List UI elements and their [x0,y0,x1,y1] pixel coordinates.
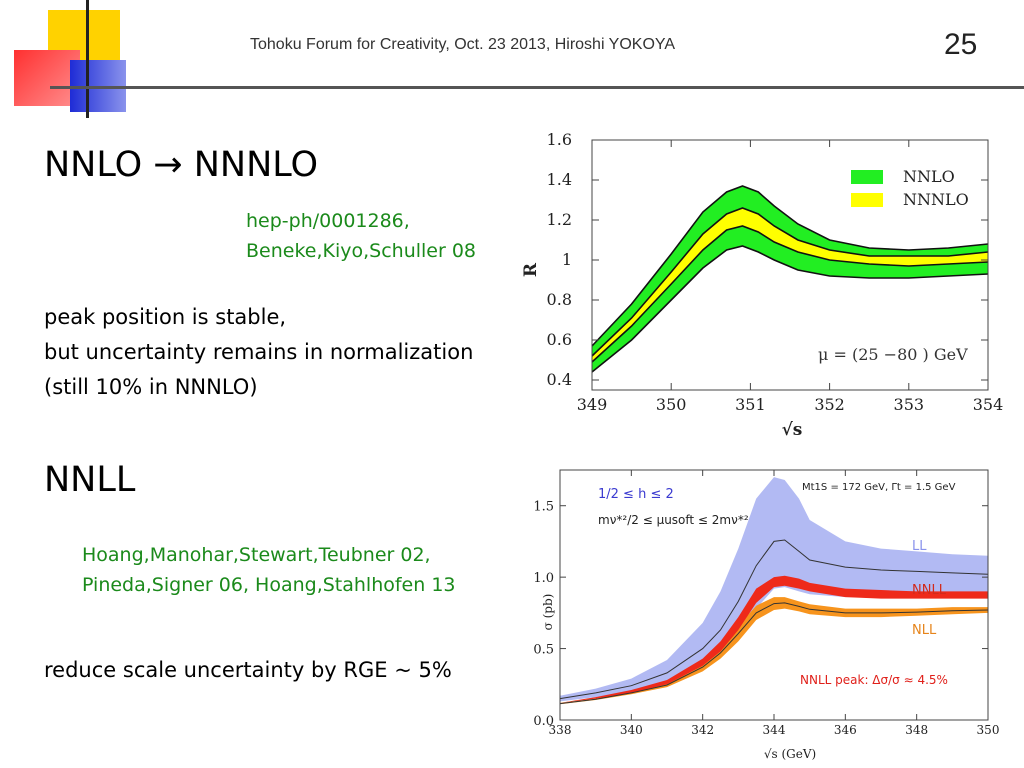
chart2-y-tick-label: 1.0 [533,571,554,586]
chart1-x-tick-label: 351 [735,395,766,414]
deco-vertical-line [86,0,89,118]
section1-body-line: but uncertainty remains in normalization [44,340,474,364]
section1-body-line: peak position is stable, [44,305,287,329]
page-number: 25 [944,28,978,61]
chart2-y-tick-label: 1.5 [533,500,554,515]
chart1-xlabel: √s [782,420,803,440]
band-nnlo [592,186,988,372]
chart1-y-tick-label: 1.2 [547,210,572,229]
chart2-x-tick-label: 348 [905,723,928,737]
section2-ref-line: Pineda,Signer 06, Hoang,Stahlhofen 13 [82,574,456,596]
chart2-annotation-h: 1/2 ≤ h ≤ 2 [598,487,674,502]
chart1-frame [591,139,989,391]
legend-label-nnnlo: NNNLO [903,190,969,209]
legend-label-nnlo: NNLO [903,167,955,186]
chart1-x-tick-label: 349 [577,395,608,414]
section1-body: peak position is stable, but uncertainty… [44,300,473,405]
chart1-x-tick-label: 353 [894,395,925,414]
chart2-frame [559,469,989,721]
chart2-x-tick-label: 342 [691,723,714,737]
band-nnll [560,575,988,703]
deco-red-square [14,50,80,106]
section1-body-line: (still 10% in NNNLO) [44,375,258,399]
section2-references: Hoang,Manohar,Stewart,Teubner 02, Pineda… [82,540,456,600]
chart1-y-tick-label: 0.8 [547,290,572,309]
section2-ref-line: Hoang,Manohar,Stewart,Teubner 02, [82,544,431,566]
chart1-x-tick-label: 354 [973,395,1004,414]
header-rule [50,86,1024,89]
chart1-annotation-mu: μ = (25 −80 ) GeV [818,345,968,364]
band-nnlo-lower-edge [591,245,989,373]
chart1-ylabel: R [521,262,541,277]
header-title: Tohoku Forum for Creativity, Oct. 23 201… [250,36,676,53]
chart1-y-tick-label: 1.6 [547,130,572,149]
chart2-x-tick-label: 344 [763,723,786,737]
chart2-x-tick-label: 346 [834,723,857,737]
chart2-annotation-mu: mν*²/2 ≤ μusoft ≤ 2mν*² [598,513,749,527]
chart2-x-tick-label: 340 [620,723,643,737]
chart1-y-tick-label: 0.6 [547,330,572,349]
chart1-y-tick-label: 1 [562,250,572,269]
chart2-x-tick-label: 350 [977,723,1000,737]
chart2-label-ll: LL [912,539,927,554]
band-nll [560,597,988,705]
chart2-y-tick-label: 0.5 [533,643,554,658]
band-ll [560,477,988,702]
chart2-x-tick-label: 338 [549,723,572,737]
band-nnnlo-lower-edge [591,225,989,363]
chart2-xlabel: √s (GeV) [764,747,816,761]
chart2-annotation-peak: NNLL peak: Δσ/σ ≈ 4.5% [800,673,948,687]
band-nnnlo [592,208,988,362]
section1-ref-line: Beneke,Kiyo,Schuller 08 [246,240,477,262]
section1-ref-line: hep-ph/0001286, [246,210,410,232]
chart2-label-nll: NLL [912,623,937,638]
ll-center-line [559,539,989,700]
chart2-label-nnll: NNLL [912,583,947,598]
section1-references: hep-ph/0001286, Beneke,Kiyo,Schuller 08 [246,206,476,266]
chart2-ylabel: σ (pb) [541,594,555,631]
chart1-y-tick-label: 1.4 [547,170,572,189]
nll-center-line [559,602,989,705]
legend-swatch-nnnlo [851,193,883,207]
section2-body-line: reduce scale uncertainty by RGE ~ 5% [44,658,452,682]
chart1-x-tick-label: 350 [656,395,687,414]
section1-heading: NNLO → NNNLO [44,145,319,185]
chart2-annotation-mass: Mt1S = 172 GeV, Γt = 1.5 GeV [802,482,956,493]
chart2-y-tick-label: 0.0 [533,714,554,729]
section2-heading: NNLL [44,460,136,500]
legend-swatch-nnlo [851,170,883,184]
band-nnlo-upper-edge [591,185,989,347]
chart1-y-tick-label: 0.4 [547,370,572,389]
chart1-x-tick-label: 352 [814,395,845,414]
band-nnnlo-upper-edge [591,207,989,357]
section2-body: reduce scale uncertainty by RGE ~ 5% [44,653,452,688]
